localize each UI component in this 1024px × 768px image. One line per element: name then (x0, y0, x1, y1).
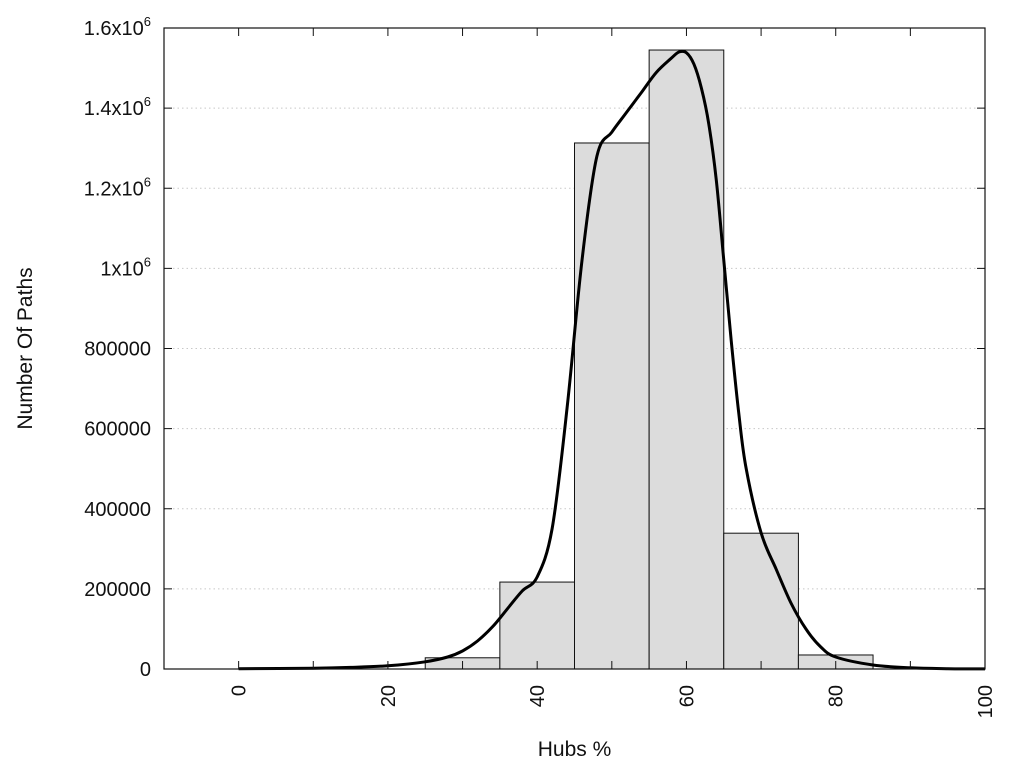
x-tick-labels: 0 20 40 60 80 100 (229, 685, 997, 718)
x-axis-label: Hubs % (538, 738, 612, 761)
fit-curve-layer (238, 49, 986, 671)
y-tick-label-1: 200000 (84, 579, 151, 601)
x-tick-label-0: 0 (229, 685, 251, 696)
x-tick-label-5: 100 (975, 685, 997, 718)
y-tick-label-6: 1.2x106 (84, 174, 151, 200)
histogram-bar-3 (648, 49, 725, 670)
x-tick-label-3: 60 (676, 685, 698, 707)
y-tick-label-3: 600000 (84, 419, 151, 441)
histogram-bars (424, 49, 874, 670)
axis-ticks (164, 27, 986, 670)
y-tick-labels: 0 200000 400000 600000 800000 1x106 1.2x106 1.4… (84, 14, 151, 681)
y-tick-label-0: 0 (140, 659, 151, 681)
x-tick-label-4: 80 (826, 685, 848, 707)
x-tick-label-2: 40 (527, 685, 549, 707)
y-axis-label: Number Of Paths (14, 267, 37, 429)
histogram-bar-4 (723, 532, 799, 670)
y-tick-label-7: 1.4x106 (84, 94, 151, 120)
y-tick-label-4: 800000 (84, 339, 151, 361)
x-tick-label-1: 20 (378, 685, 400, 707)
y-tick-label-8: 1.6x106 (84, 14, 151, 40)
y-tick-label-5: 1x106 (100, 254, 151, 280)
fit-curve (238, 49, 986, 671)
y-tick-label-2: 400000 (84, 499, 151, 521)
histogram-bar-1 (499, 581, 576, 670)
